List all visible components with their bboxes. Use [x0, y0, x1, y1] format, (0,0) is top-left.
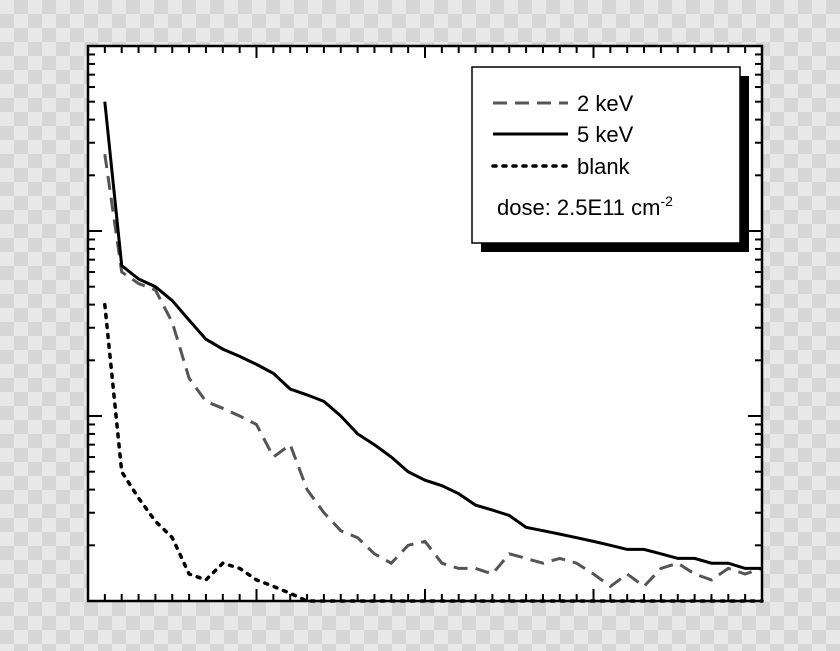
legend-label-2kev: 2 keV	[577, 91, 634, 116]
legend-label-blank: blank	[577, 154, 631, 179]
series-line-5-kev	[103, 101, 762, 570]
dose-text: dose: 2.5E11 cm	[497, 195, 660, 220]
legend-box	[471, 66, 741, 244]
dose-annotation: dose: 2.5E11 cm-2	[497, 193, 673, 220]
legend-label-5kev: 5 keV	[577, 122, 634, 147]
series-line-2-kev	[103, 153, 763, 589]
dose-superscript: -2	[660, 193, 673, 209]
plot-frame	[86, 44, 764, 603]
legend: 2 keV 5 keV blank dose: 2.5E11 cm-2	[471, 66, 749, 252]
